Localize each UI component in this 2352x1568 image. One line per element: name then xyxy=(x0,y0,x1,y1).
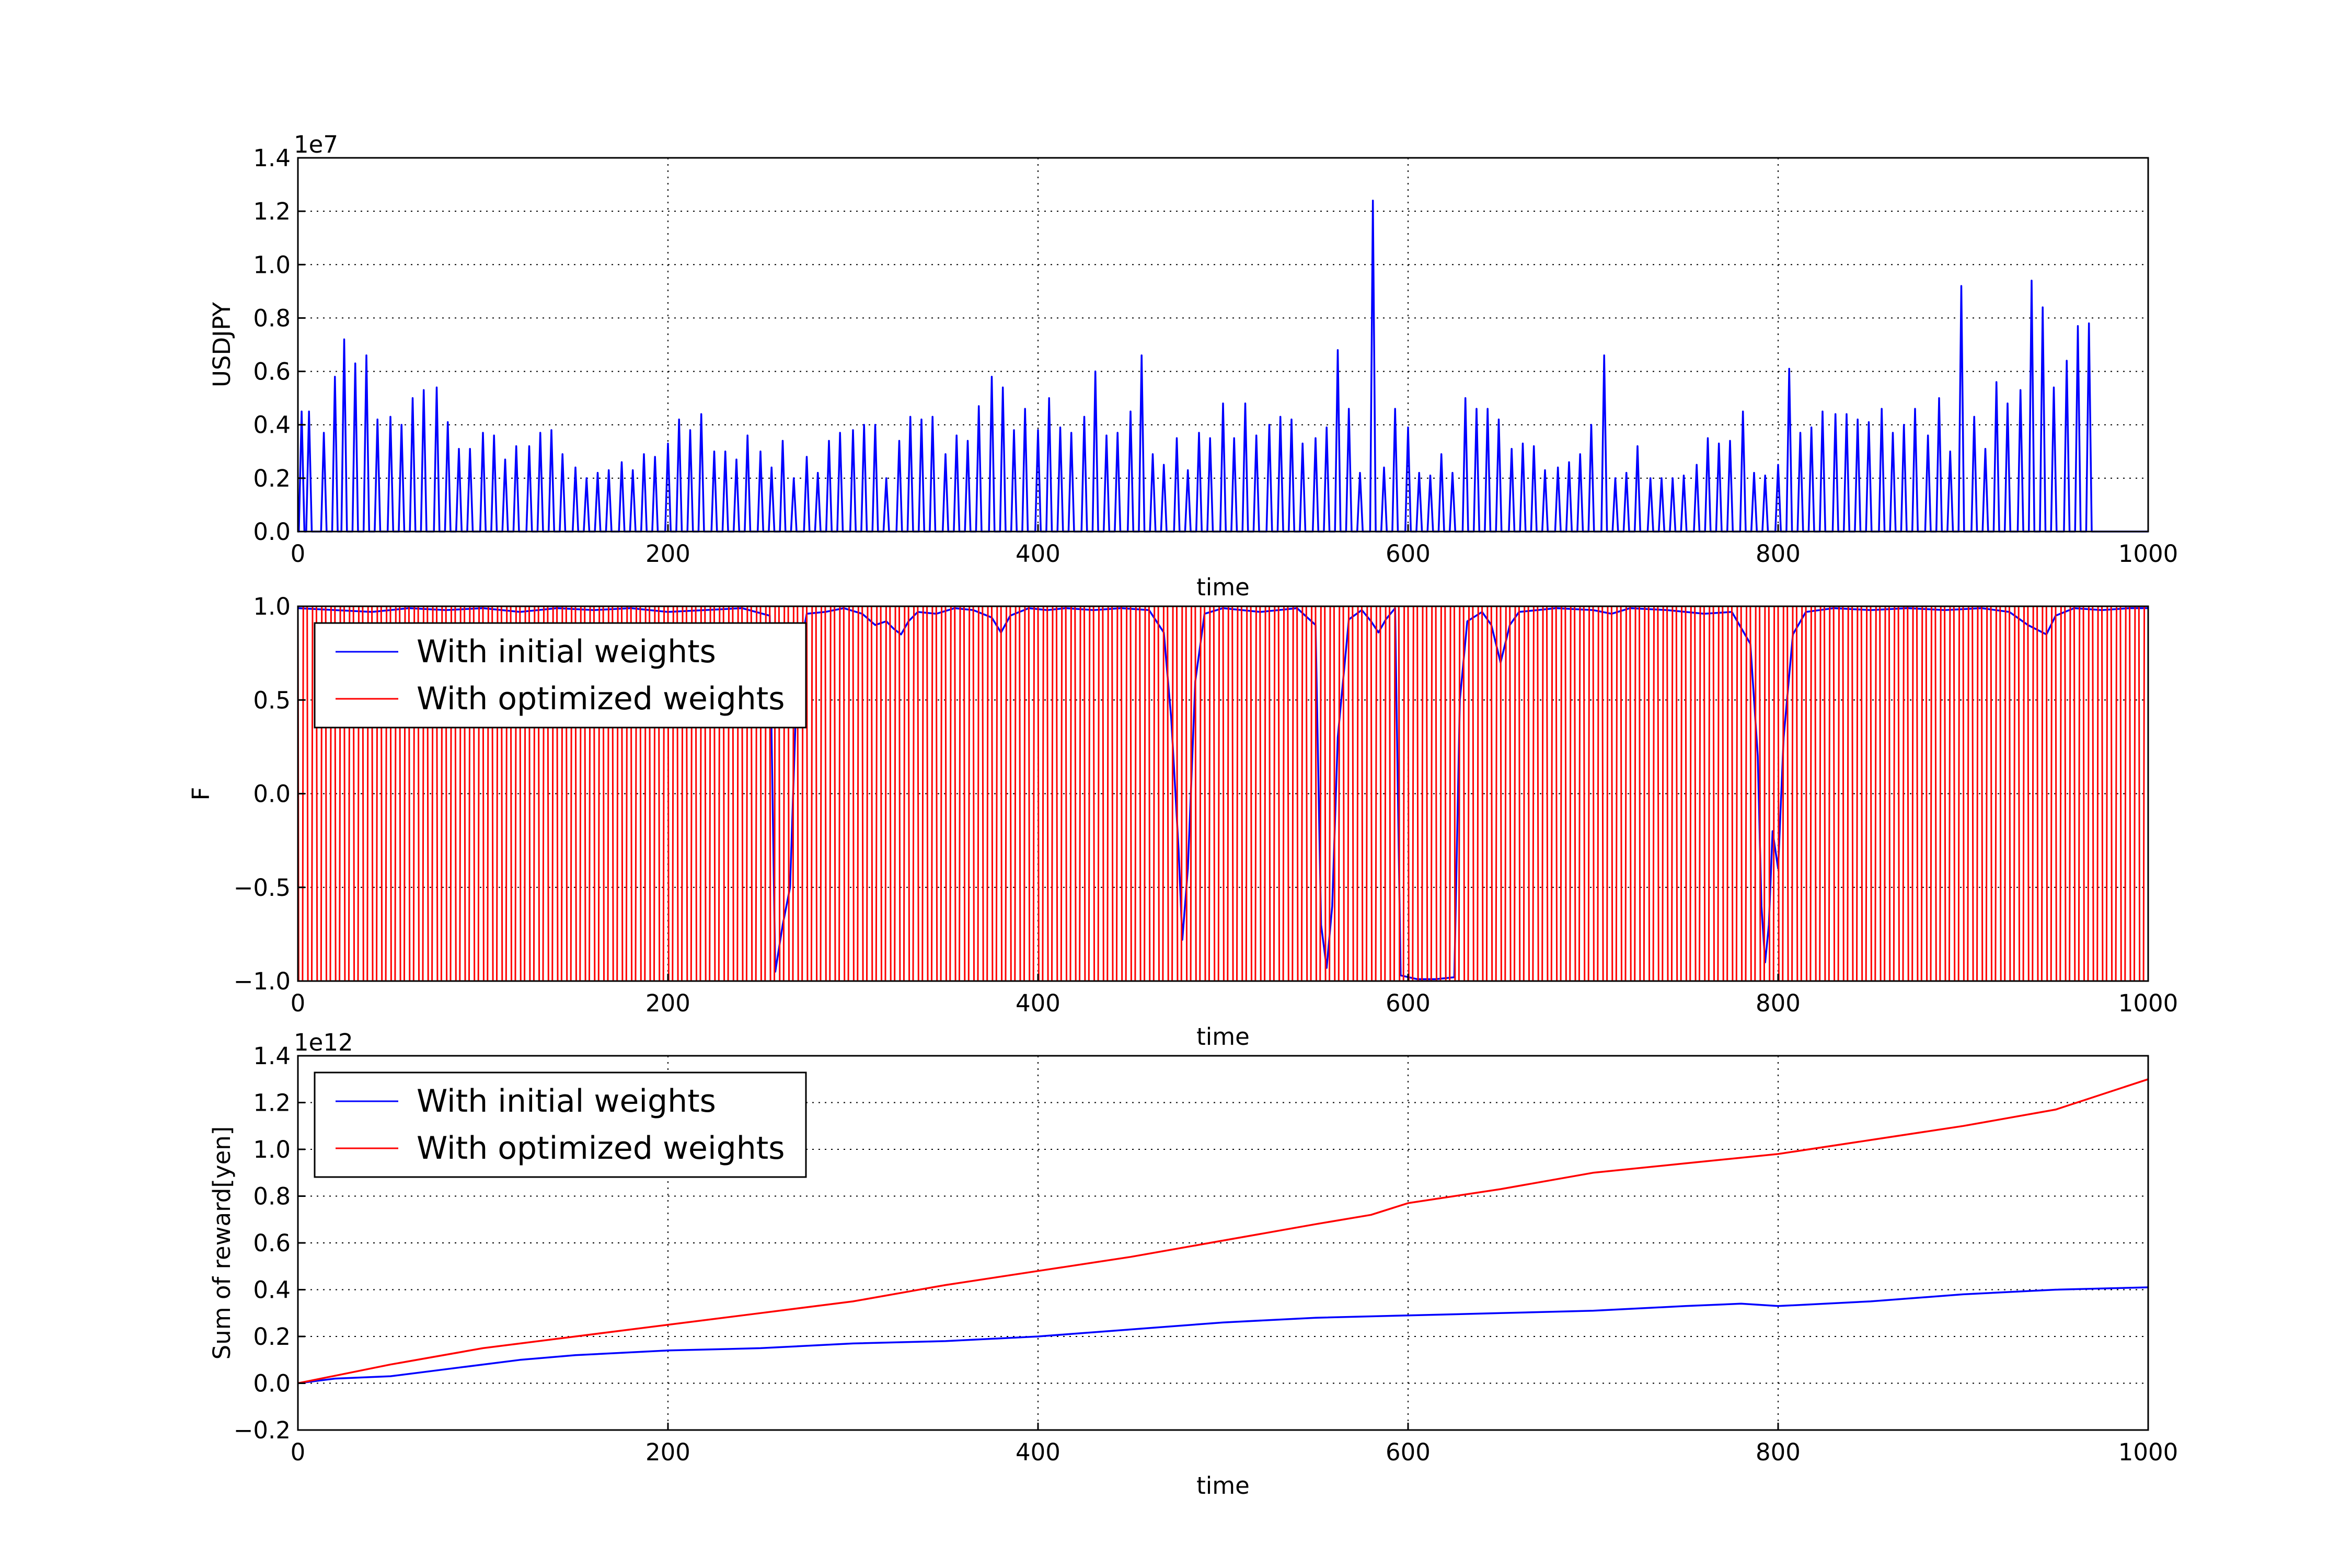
reward-with-initial-weights-line xyxy=(297,1286,2149,1385)
reward-y-tick-label: 0.6 xyxy=(253,1229,291,1257)
position-panel: 0 200 400 600 800 1000−1.0−0.50.00.51.0 time … xyxy=(187,593,2178,1051)
usdjpy-y-tick-label: 0.8 xyxy=(253,304,291,332)
usdjpy-x-tick-label: 600 xyxy=(1386,540,1431,568)
reward-x-tick-label: 200 xyxy=(645,1438,690,1466)
position-x-tick-label: 200 xyxy=(645,989,690,1017)
usdjpy-x-axis-label: time xyxy=(1196,573,1250,601)
usdjpy-y-axis-label: USDJPY xyxy=(208,302,236,387)
reward-y-tick-label: 0.8 xyxy=(253,1183,291,1210)
usdjpy-offset-label: 1e7 xyxy=(294,131,338,158)
reward-x-tick-label: 1000 xyxy=(2118,1438,2178,1466)
position-x-tick-label: 0 xyxy=(291,989,306,1017)
reward-y-tick-label: 0.4 xyxy=(253,1276,291,1304)
reward-x-tick-label: 600 xyxy=(1386,1438,1431,1466)
usdjpy-x-tick-label: 200 xyxy=(645,540,690,568)
reward-y-tick-label: 1.2 xyxy=(253,1089,291,1117)
position-y-tick-label: −0.5 xyxy=(234,874,291,902)
position-legend: With initial weights With optimized weig… xyxy=(314,622,807,729)
usdjpy-y-tick-label: 0.2 xyxy=(253,465,291,492)
position-y-tick-label: 0.5 xyxy=(253,686,291,714)
usdjpy-y-tick-label: 0.4 xyxy=(253,411,291,439)
reward-legend-optimized-label: With optimized weights xyxy=(417,1130,785,1167)
reward-x-tick-label: 400 xyxy=(1016,1438,1060,1466)
reward-y-tick-label: −0.2 xyxy=(234,1416,291,1444)
reward-legend-initial-label: With initial weights xyxy=(417,1083,716,1120)
usdjpy-y-tick-label: 0.6 xyxy=(253,358,291,386)
position-y-tick-label: 0.0 xyxy=(253,780,291,808)
position-legend-optimized-label: With optimized weights xyxy=(417,681,785,717)
usdjpy-plot-frame xyxy=(297,157,2149,533)
reward-y-tick-label: 1.0 xyxy=(253,1136,291,1163)
usdjpy-x-tick-label: 400 xyxy=(1016,540,1060,568)
reward-legend-box xyxy=(314,1071,807,1178)
usdjpy-y-tick-label: 1.4 xyxy=(253,144,291,172)
position-y-axis-label: F xyxy=(187,787,215,801)
reward-y-tick-label: 0.0 xyxy=(253,1370,291,1398)
position-y-tick-label: −1.0 xyxy=(234,967,291,995)
position-x-tick-label: 800 xyxy=(1756,989,1801,1017)
reward-panel: 0 200 400 600 800 1000 −0.2 0.0 0.2 0.4 0.6 0.8 1.0 1… xyxy=(208,1029,2178,1500)
position-x-tick-label: 1000 xyxy=(2118,989,2178,1017)
reward-x-axis-label: time xyxy=(1196,1472,1250,1500)
reward-y-axis-label: Sum of reward[yen] xyxy=(208,1126,236,1360)
reward-legend: With initial weights With optimized weig… xyxy=(314,1071,807,1178)
reward-offset-label: 1e12 xyxy=(294,1029,353,1056)
reward-y-tick-label: 1.4 xyxy=(253,1042,291,1070)
reward-x-tick-label: 800 xyxy=(1756,1438,1801,1466)
position-x-tick-label: 600 xyxy=(1386,989,1431,1017)
usdjpy-x-tick-label: 800 xyxy=(1756,540,1801,568)
reward-with-optimized-weights-line xyxy=(297,1078,2149,1385)
usdjpy-x-tick-label: 0 xyxy=(291,540,306,568)
usdjpy-y-tick-label: 0.0 xyxy=(253,518,291,546)
usdjpy-panel: 0 200 400 600 800 1000 0.0 0.2 0.4 0.6 0.8 1.0 1.2 1.… xyxy=(208,131,2178,601)
usdjpy-y-tick-label: 1.2 xyxy=(253,198,291,225)
reward-y-tick-label: 0.2 xyxy=(253,1323,291,1351)
reward-x-tick-label: 0 xyxy=(291,1438,306,1466)
position-legend-initial-label: With initial weights xyxy=(417,633,716,670)
position-legend-box xyxy=(314,622,807,729)
usdjpy-x-tick-label: 1000 xyxy=(2118,540,2178,568)
position-x-tick-label: 400 xyxy=(1016,989,1060,1017)
position-x-axis-label: time xyxy=(1196,1023,1250,1051)
usdjpy-y-tick-label: 1.0 xyxy=(253,251,291,279)
position-y-tick-label: 1.0 xyxy=(253,593,291,620)
